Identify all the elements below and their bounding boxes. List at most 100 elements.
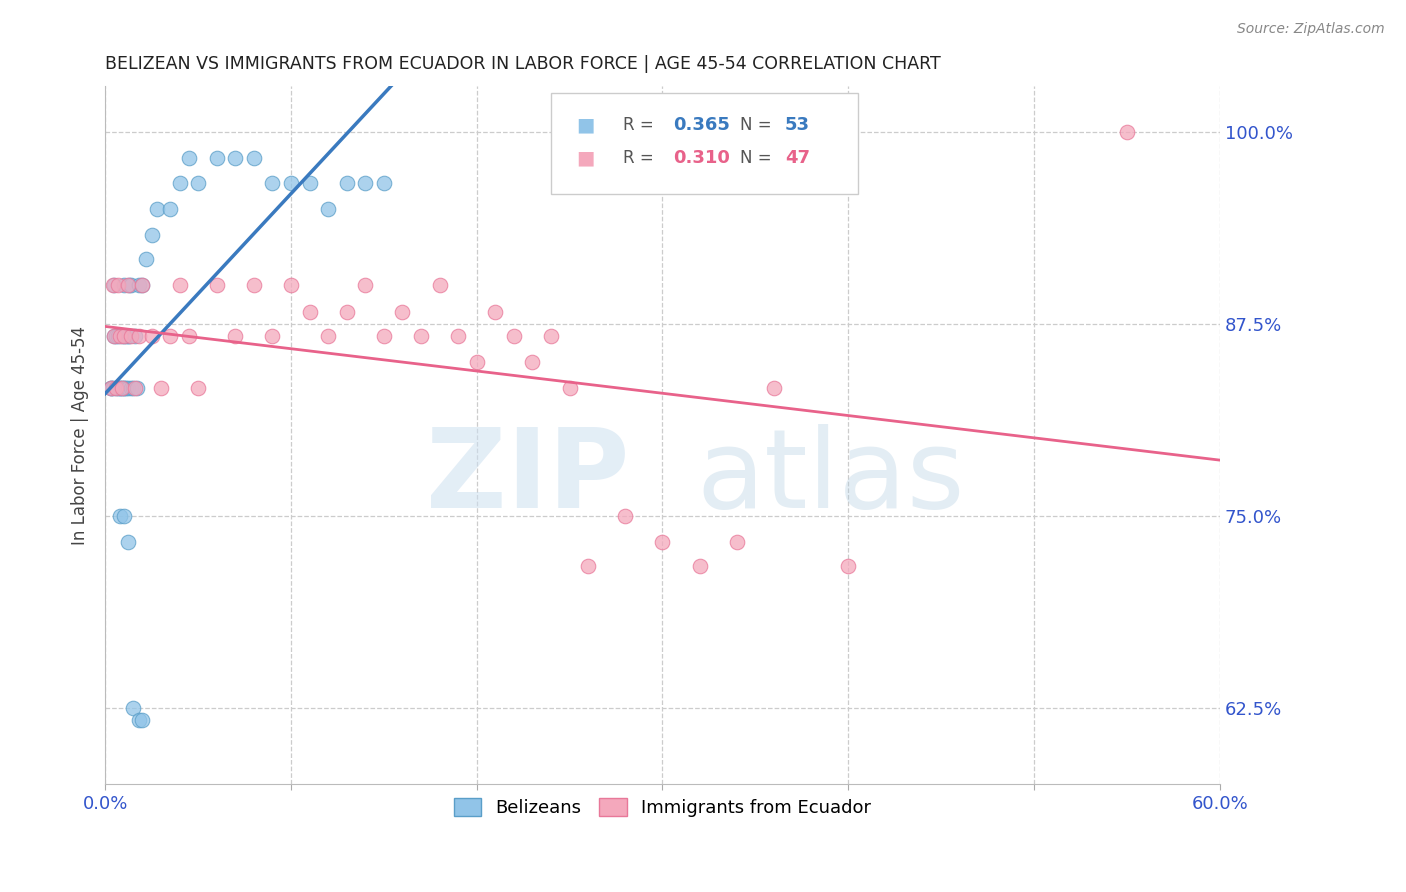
- Point: [409, 329, 432, 343]
- Point: [243, 151, 266, 165]
- Text: atlas: atlas: [696, 424, 965, 531]
- Point: [373, 329, 395, 343]
- Point: [112, 278, 135, 293]
- Point: [111, 381, 134, 395]
- Point: [336, 176, 359, 190]
- Point: [224, 151, 246, 165]
- Point: [373, 176, 395, 190]
- Text: ZIP: ZIP: [426, 424, 628, 531]
- Point: [262, 176, 284, 190]
- Point: [117, 278, 139, 293]
- Point: [111, 381, 134, 395]
- FancyBboxPatch shape: [551, 93, 858, 194]
- Point: [108, 381, 131, 395]
- Point: [316, 202, 339, 216]
- Point: [429, 278, 451, 293]
- Point: [316, 329, 339, 343]
- Point: [114, 381, 136, 395]
- Point: [124, 329, 146, 343]
- Text: N =: N =: [741, 116, 778, 134]
- Text: R =: R =: [623, 149, 659, 167]
- Point: [112, 508, 135, 523]
- Point: [651, 534, 673, 549]
- Point: [122, 381, 145, 395]
- Point: [131, 713, 153, 727]
- Point: [128, 278, 150, 293]
- Point: [118, 329, 141, 343]
- Point: [107, 381, 129, 395]
- Point: [169, 278, 191, 293]
- Text: BELIZEAN VS IMMIGRANTS FROM ECUADOR IN LABOR FORCE | AGE 45-54 CORRELATION CHART: BELIZEAN VS IMMIGRANTS FROM ECUADOR IN L…: [105, 55, 941, 73]
- Point: [243, 278, 266, 293]
- Point: [465, 355, 488, 369]
- Point: [108, 381, 131, 395]
- Point: [725, 534, 748, 549]
- Point: [169, 176, 191, 190]
- Point: [484, 304, 506, 318]
- Point: [159, 329, 181, 343]
- Point: [159, 202, 181, 216]
- Point: [100, 381, 122, 395]
- Text: R =: R =: [623, 116, 659, 134]
- Point: [117, 534, 139, 549]
- Point: [280, 176, 302, 190]
- Y-axis label: In Labor Force | Age 45-54: In Labor Force | Age 45-54: [72, 326, 89, 545]
- Point: [354, 176, 377, 190]
- Point: [122, 700, 145, 714]
- Point: [205, 151, 228, 165]
- Point: [118, 278, 141, 293]
- Point: [336, 304, 359, 318]
- Point: [120, 329, 142, 343]
- Point: [135, 252, 157, 267]
- Point: [837, 559, 859, 574]
- Point: [205, 278, 228, 293]
- Point: [177, 329, 200, 343]
- Point: [187, 176, 209, 190]
- Point: [141, 227, 163, 242]
- Point: [141, 329, 163, 343]
- Text: 0.365: 0.365: [673, 116, 731, 134]
- Point: [689, 559, 711, 574]
- Point: [576, 559, 599, 574]
- Point: [108, 508, 131, 523]
- Text: 47: 47: [785, 149, 810, 167]
- Point: [502, 329, 524, 343]
- Point: [114, 329, 136, 343]
- Point: [224, 329, 246, 343]
- Point: [103, 329, 125, 343]
- Point: [131, 278, 153, 293]
- Point: [558, 381, 581, 395]
- Point: [131, 278, 153, 293]
- Point: [124, 381, 146, 395]
- Point: [128, 329, 150, 343]
- Point: [105, 329, 128, 343]
- Point: [112, 329, 135, 343]
- Point: [540, 329, 562, 343]
- Point: [146, 202, 169, 216]
- Point: [120, 278, 142, 293]
- Text: 0.310: 0.310: [673, 149, 731, 167]
- Point: [103, 329, 125, 343]
- Point: [101, 278, 124, 293]
- Text: Source: ZipAtlas.com: Source: ZipAtlas.com: [1237, 22, 1385, 37]
- Point: [280, 278, 302, 293]
- Point: [1115, 125, 1137, 139]
- Point: [107, 329, 129, 343]
- Point: [354, 278, 377, 293]
- Legend: Belizeans, Immigrants from Ecuador: Belizeans, Immigrants from Ecuador: [447, 790, 879, 824]
- Point: [128, 713, 150, 727]
- Point: [100, 381, 122, 395]
- Point: [262, 329, 284, 343]
- Point: [111, 329, 134, 343]
- Point: [117, 381, 139, 395]
- Point: [177, 151, 200, 165]
- Point: [105, 381, 128, 395]
- Point: [112, 381, 135, 395]
- Point: [101, 381, 124, 395]
- Point: [614, 508, 637, 523]
- Point: [187, 381, 209, 395]
- Point: [125, 381, 148, 395]
- Text: N =: N =: [741, 149, 778, 167]
- Point: [112, 381, 135, 395]
- Text: 53: 53: [785, 116, 810, 134]
